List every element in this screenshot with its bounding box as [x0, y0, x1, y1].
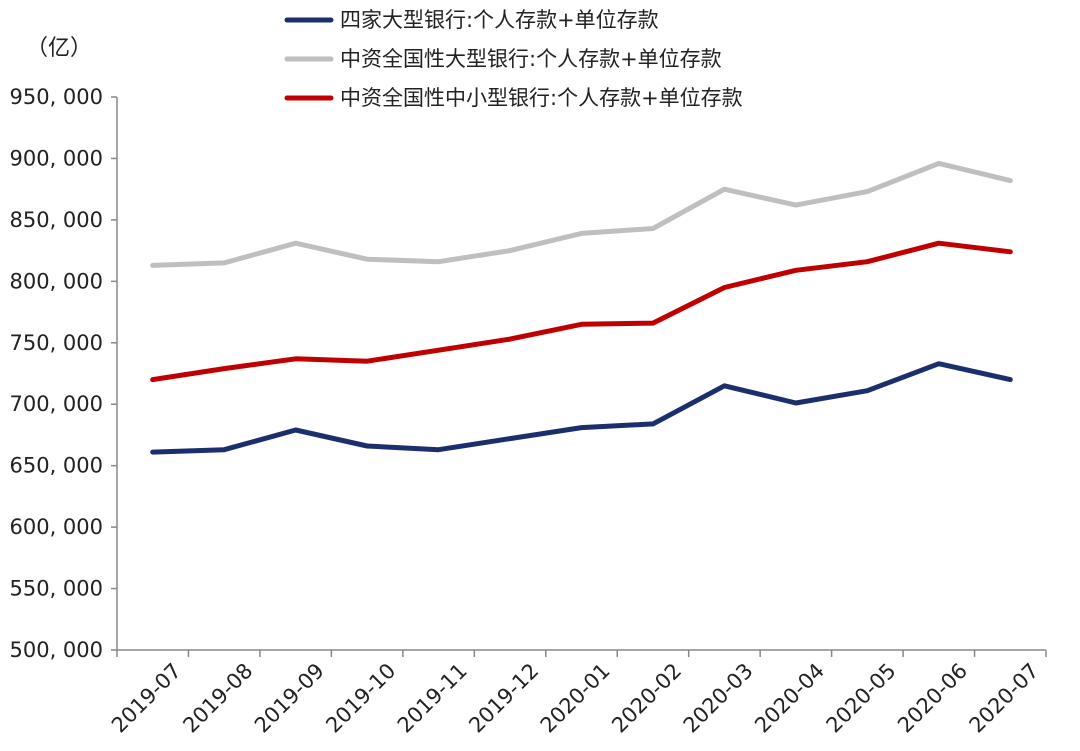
x-tick-label: 2020-07 — [965, 659, 1044, 738]
x-tick-label: 2019-07 — [107, 659, 186, 738]
legend: 四家大型银行:个人存款+单位存款中资全国性大型银行:个人存款+单位存款中资全国性… — [284, 8, 743, 110]
legend-label-3: 中资全国性中小型银行:个人存款+单位存款 — [340, 86, 743, 110]
series-line-3 — [150, 240, 1013, 383]
series-layer — [150, 160, 1013, 455]
y-tick-label: 600, 000 — [9, 515, 103, 539]
x-tick-label: 2020-06 — [893, 659, 972, 738]
series-line-1 — [150, 361, 1013, 455]
y-tick-label: 500, 000 — [9, 638, 103, 662]
x-tick-label: 2020-03 — [679, 659, 758, 738]
x-tick-label: 2020-05 — [822, 659, 901, 738]
x-tick-label: 2020-02 — [607, 659, 686, 738]
legend-label-1: 四家大型银行:个人存款+单位存款 — [340, 8, 659, 32]
x-tick-label: 2019-12 — [464, 659, 543, 738]
y-tick-label: 800, 000 — [9, 269, 103, 293]
y-tick-label: 750, 000 — [9, 331, 103, 355]
x-tick-label: 2019-11 — [393, 659, 472, 738]
legend-label-2: 中资全国性大型银行:个人存款+单位存款 — [340, 47, 722, 71]
x-tick-label: 2019-08 — [178, 659, 257, 738]
y-tick-label: 950, 000 — [9, 85, 103, 109]
y-tick-label: 700, 000 — [9, 392, 103, 416]
x-tick-label: 2020-04 — [750, 659, 829, 738]
y-axis-unit-label: （亿） — [26, 36, 92, 61]
y-tick-label: 850, 000 — [9, 208, 103, 232]
x-tick-label: 2019-09 — [250, 659, 329, 738]
x-tick-label: 2019-10 — [321, 659, 400, 738]
series-line-2 — [150, 160, 1013, 268]
y-tick-label: 550, 000 — [9, 577, 103, 601]
y-tick-label: 900, 000 — [9, 146, 103, 170]
y-tick-label: 650, 000 — [9, 454, 103, 478]
x-tick-label: 2020-01 — [536, 659, 615, 738]
